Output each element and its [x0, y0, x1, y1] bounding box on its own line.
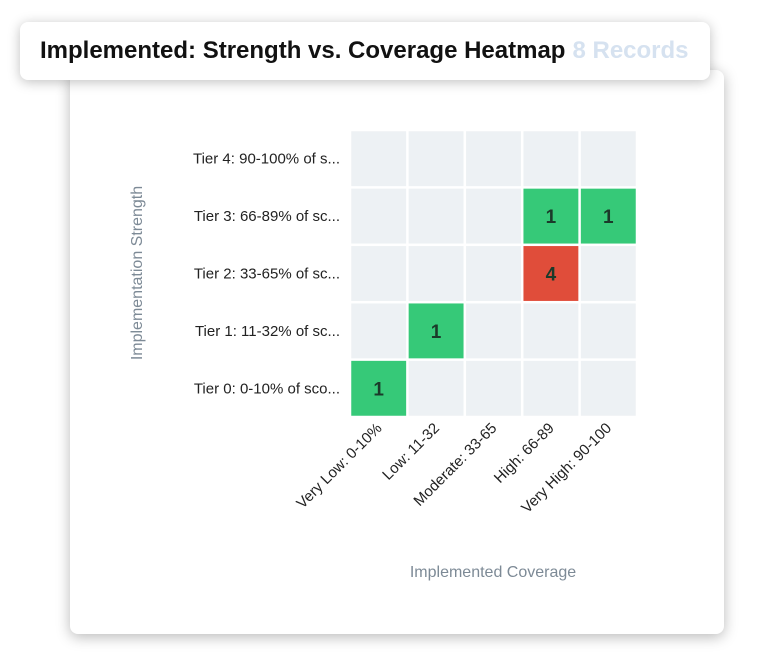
heatmap-cell[interactable]: [523, 188, 579, 244]
y-tick-label: Tier 4: 90-100% of s...: [193, 151, 340, 168]
heatmap-cell[interactable]: [351, 246, 407, 301]
heatmap-cell[interactable]: [408, 131, 464, 187]
heatmap-cell-value: 1: [546, 207, 557, 228]
y-tick-label: Tier 0: 0-10% of sco...: [194, 380, 340, 397]
heatmap-cell[interactable]: [408, 303, 464, 359]
heatmap-cell[interactable]: [466, 131, 521, 187]
heatmap-cell-value: 1: [603, 207, 614, 228]
heatmap-cell-labels: 1 1 4 1 1: [373, 207, 614, 400]
heatmap-cell[interactable]: [408, 188, 464, 244]
x-axis-title: Implemented Coverage: [410, 564, 576, 581]
heatmap-cell[interactable]: [351, 131, 407, 187]
heatmap-cell[interactable]: [408, 360, 464, 416]
heatmap-cells: [351, 131, 636, 416]
heatmap-cell-value: 4: [546, 265, 557, 286]
heatmap-cell[interactable]: [351, 360, 407, 416]
title-bar: Implemented: Strength vs. Coverage Heatm…: [20, 22, 710, 80]
heatmap-cell[interactable]: [466, 188, 521, 244]
heatmap-cell[interactable]: [523, 131, 579, 187]
heatmap-cell[interactable]: [351, 188, 407, 244]
heatmap-cell[interactable]: [523, 246, 579, 301]
heatmap-cell[interactable]: [351, 303, 407, 359]
y-axis-title: Implementation Strength: [129, 186, 146, 360]
y-axis-ticks: Tier 4: 90-100% of s... Tier 3: 66-89% of…: [193, 151, 340, 398]
x-tick-label: Very Low: 0-10%: [293, 420, 385, 512]
y-tick-label: Tier 2: 33-65% of sc...: [194, 266, 340, 283]
record-count: 8 Records: [572, 37, 689, 64]
heatmap-cell[interactable]: [466, 303, 521, 359]
y-tick-label: Tier 1: 11-32% of sc...: [195, 323, 340, 340]
heatmap-cell[interactable]: [580, 360, 636, 416]
heatmap-cell[interactable]: [408, 246, 464, 301]
heatmap-cell[interactable]: [466, 246, 521, 301]
heatmap-cell[interactable]: [523, 303, 579, 359]
heatmap-cell[interactable]: [580, 246, 636, 301]
heatmap-cell[interactable]: [523, 360, 579, 416]
heatmap-cell[interactable]: [580, 303, 636, 359]
heatmap-cell[interactable]: [580, 131, 636, 187]
heatmap-cell[interactable]: [466, 360, 521, 416]
heatmap-cell-value: 1: [373, 379, 384, 400]
y-tick-label: Tier 3: 66-89% of sc...: [194, 208, 340, 225]
heatmap-cell[interactable]: [580, 188, 636, 244]
chart-title: Implemented: Strength vs. Coverage Heatm…: [40, 37, 566, 64]
heatmap-cell-value: 1: [431, 322, 442, 343]
